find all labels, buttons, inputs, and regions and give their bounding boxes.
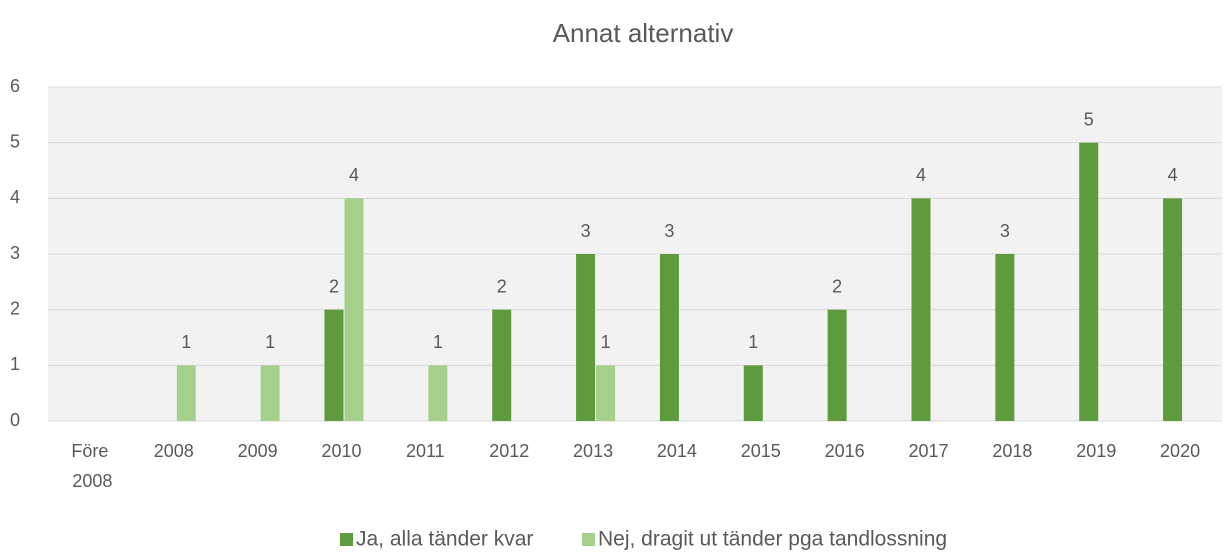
- data-label: 2: [832, 276, 842, 296]
- bar: [324, 309, 344, 421]
- bar: [596, 365, 616, 421]
- bar: [492, 309, 512, 421]
- legend-label: Nej, dragit ut tänder pga tandlossning: [598, 528, 947, 551]
- bar: [1163, 198, 1183, 421]
- data-label: 1: [433, 332, 443, 352]
- chart-title: Annat alternativ: [553, 18, 734, 48]
- y-tick-label: 3: [10, 243, 20, 263]
- x-tick-label: 2018: [992, 441, 1032, 461]
- x-tick-label: 2019: [1076, 441, 1116, 461]
- data-label: 4: [1168, 165, 1178, 185]
- data-label: 2: [329, 276, 339, 296]
- y-tick-label: 2: [10, 298, 20, 318]
- y-tick-label: 5: [10, 131, 20, 151]
- data-label: 3: [664, 221, 674, 241]
- bar: [576, 254, 596, 421]
- bar: [344, 198, 364, 421]
- bar: [1079, 142, 1099, 421]
- bar: [827, 309, 847, 421]
- data-label: 1: [265, 332, 275, 352]
- x-tick-label: 2010: [321, 441, 361, 461]
- x-tick-label: 2020: [1160, 441, 1200, 461]
- data-label: 1: [181, 332, 191, 352]
- x-tick-label: 2008: [154, 441, 194, 461]
- bar: [911, 198, 931, 421]
- y-tick-label: 1: [10, 354, 20, 374]
- bar: [260, 365, 280, 421]
- x-tick-label: Före 2008: [67, 441, 112, 491]
- bar: [659, 254, 679, 421]
- x-tick-label: 2012: [489, 441, 529, 461]
- x-tick-label: 2009: [238, 441, 278, 461]
- bar: [176, 365, 196, 421]
- data-label: 3: [581, 221, 591, 241]
- data-label: 1: [748, 332, 758, 352]
- x-tick-label: 2016: [825, 441, 865, 461]
- data-label: 2: [497, 276, 507, 296]
- bar: [428, 365, 448, 421]
- bar: [995, 254, 1015, 421]
- x-tick-label: 2015: [741, 441, 781, 461]
- legend-key: [582, 533, 595, 546]
- x-tick-label: 2017: [908, 441, 948, 461]
- data-label: 5: [1084, 109, 1094, 129]
- y-tick-label: 0: [10, 410, 20, 430]
- x-tick-label: 2011: [406, 441, 445, 461]
- data-label: 1: [601, 332, 611, 352]
- y-tick-label: 6: [10, 76, 20, 96]
- data-label: 4: [349, 165, 359, 185]
- bar: [743, 365, 763, 421]
- legend-label: Ja, alla tänder kvar: [356, 528, 533, 551]
- y-tick-label: 4: [10, 187, 20, 207]
- data-label: 3: [1000, 221, 1010, 241]
- data-label: 4: [916, 165, 926, 185]
- x-tick-label: 2013: [573, 441, 613, 461]
- x-tick-label: 2014: [657, 441, 697, 461]
- legend-key: [340, 533, 353, 546]
